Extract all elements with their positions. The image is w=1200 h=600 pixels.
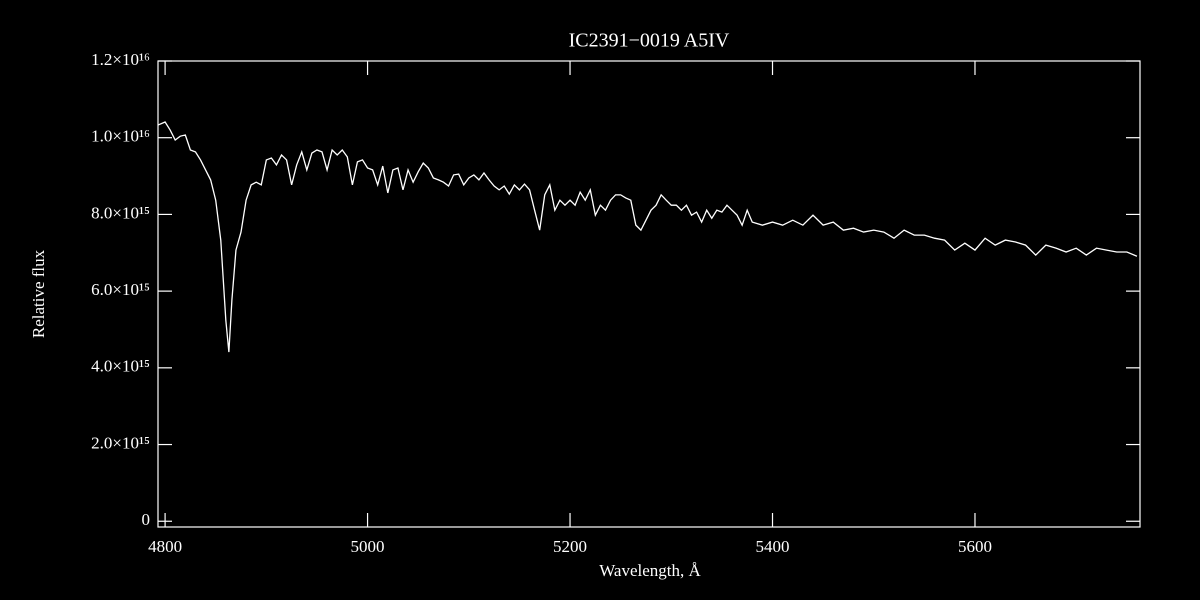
x-tick-label: 5400 <box>756 537 790 556</box>
x-tick-label: 5200 <box>553 537 587 556</box>
y-tick-label: 1.2×10¹⁶ <box>91 50 150 69</box>
y-axis-label: Relative flux <box>29 249 48 338</box>
y-tick-label: 2.0×10¹⁵ <box>91 433 150 452</box>
x-tick-label: 4800 <box>148 537 182 556</box>
x-tick-label: 5600 <box>958 537 992 556</box>
x-tick-label: 5000 <box>351 537 385 556</box>
spectrum-line <box>158 121 1138 353</box>
y-tick-label: 8.0×10¹⁵ <box>91 203 150 222</box>
chart-title: IC2391−0019 A5IV <box>569 30 730 52</box>
y-tick-label: 1.0×10¹⁶ <box>91 127 150 146</box>
plot-frame <box>157 60 1141 528</box>
y-tick-label: 6.0×10¹⁵ <box>91 280 150 299</box>
y-tick-label: 4.0×10¹⁵ <box>91 357 150 376</box>
x-axis-label: Wavelength, Å <box>599 561 701 580</box>
y-tick-label: 0 <box>142 510 151 529</box>
